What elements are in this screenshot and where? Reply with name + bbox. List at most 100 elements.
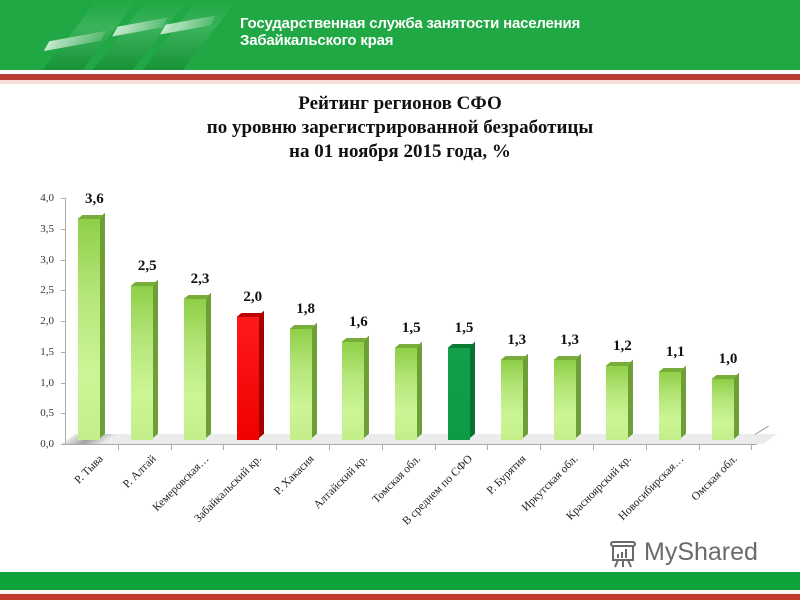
bar-value-label: 1,3 bbox=[507, 332, 527, 349]
bar bbox=[553, 353, 581, 440]
chart-title-line1: Рейтинг регионов СФО bbox=[298, 93, 502, 114]
y-tick-mark bbox=[61, 444, 66, 445]
bar-top bbox=[447, 343, 475, 348]
bar-front bbox=[712, 378, 734, 440]
bar-value-label: 1,0 bbox=[718, 350, 738, 367]
x-tick-mark bbox=[170, 444, 172, 450]
bar-front bbox=[236, 317, 259, 440]
x-category-label: Р. Алтай bbox=[121, 453, 159, 491]
y-tick-label: 0,5 bbox=[40, 407, 54, 420]
bar-value-label: 1,5 bbox=[401, 319, 421, 336]
bar-front bbox=[500, 360, 523, 440]
organization-name-line1: Государственная служба занятости населен… bbox=[240, 15, 581, 32]
x-tick-mark bbox=[117, 444, 119, 450]
watermark-text: MyShared bbox=[644, 538, 758, 566]
bar-front bbox=[184, 298, 206, 440]
bar bbox=[342, 335, 370, 440]
bar-value-label: 1,2 bbox=[613, 338, 632, 355]
bar-top bbox=[183, 294, 211, 299]
header-divider-pink bbox=[0, 80, 800, 84]
header-divider-red bbox=[0, 74, 800, 80]
chart-title: Рейтинг регионов СФО по уровню зарегистр… bbox=[100, 92, 700, 164]
bar bbox=[236, 310, 264, 440]
chart-title-line3: на 01 ноября 2015 года, % bbox=[289, 141, 511, 162]
bar-front bbox=[289, 329, 312, 440]
x-tick-mark bbox=[698, 444, 700, 450]
chart-title-line2: по уровню зарегистрированной безработицы bbox=[206, 117, 594, 138]
y-tick-mark bbox=[61, 382, 66, 384]
bar-value-label: 1,1 bbox=[665, 344, 685, 361]
bar bbox=[658, 366, 687, 440]
bar-value-label: 1,8 bbox=[296, 301, 315, 318]
y-tick-mark bbox=[61, 351, 66, 353]
y-tick-label: 3,5 bbox=[40, 222, 54, 235]
watermark: MyShared bbox=[608, 538, 758, 567]
bar-side bbox=[522, 353, 528, 438]
bar-value-label: 2,3 bbox=[190, 270, 210, 287]
x-tick-mark bbox=[381, 444, 383, 450]
x-category-label: Р. Хакасия bbox=[272, 453, 318, 498]
bar-side bbox=[417, 341, 423, 438]
y-tick-mark bbox=[61, 259, 66, 261]
bar-front bbox=[659, 372, 682, 440]
bar-top bbox=[500, 356, 528, 361]
bar-front bbox=[78, 218, 101, 440]
bar-side bbox=[734, 372, 739, 438]
bar-top bbox=[553, 356, 580, 361]
bar-chart: 0,0 0,5 1,0 1,5 2,0 2,5 3,0 3,5 4,0 3,6 Р. Тыва 2,5… bbox=[0, 185, 800, 555]
x-category-label: Томская обл. bbox=[369, 453, 423, 506]
x-category-label: Алтайский кр. bbox=[311, 453, 370, 512]
x-tick-mark bbox=[751, 444, 753, 450]
x-category-label: Омская обл. bbox=[689, 453, 740, 504]
bar-side bbox=[311, 323, 317, 438]
bar-front bbox=[448, 347, 470, 440]
footer-band-green bbox=[0, 572, 800, 590]
bar bbox=[130, 280, 159, 440]
y-tick-label: 3,0 bbox=[40, 253, 54, 266]
header-banner: Государственная служба занятости населен… bbox=[0, 0, 800, 70]
bar-front bbox=[131, 286, 154, 440]
bar bbox=[78, 212, 106, 440]
bar-front bbox=[553, 360, 576, 440]
bar-top bbox=[236, 313, 264, 317]
bar bbox=[606, 359, 634, 440]
y-tick-label: 1,5 bbox=[40, 345, 54, 358]
bar-top bbox=[711, 374, 739, 379]
bar-front bbox=[606, 366, 629, 440]
organization-name-line2: Забайкальского края bbox=[240, 32, 394, 49]
bar-value-label: 1,5 bbox=[454, 319, 474, 336]
y-tick-mark bbox=[61, 290, 66, 292]
bar bbox=[500, 353, 528, 440]
x-tick-mark bbox=[487, 444, 489, 450]
x-tick-mark bbox=[223, 444, 225, 450]
y-tick-label: 1,0 bbox=[40, 376, 54, 389]
bar-top bbox=[289, 325, 316, 330]
bar-side bbox=[470, 341, 475, 438]
bar-value-label: 1,6 bbox=[349, 313, 368, 330]
x-tick-mark bbox=[540, 444, 542, 450]
bar-side bbox=[364, 335, 370, 438]
bar-top bbox=[78, 214, 105, 219]
y-tick-mark bbox=[61, 228, 66, 230]
y-tick-mark bbox=[61, 413, 66, 415]
x-category-label: Р. Бурятия bbox=[484, 453, 529, 498]
bar-value-label: 3,6 bbox=[85, 190, 104, 207]
x-tick-mark bbox=[593, 444, 594, 450]
bar-side bbox=[206, 292, 211, 438]
y-tick-mark bbox=[61, 321, 66, 322]
x-tick-mark bbox=[434, 444, 436, 450]
footer-band-red bbox=[0, 594, 800, 600]
bar-top bbox=[342, 337, 369, 342]
y-tick-mark bbox=[61, 198, 66, 199]
bar-side bbox=[628, 359, 634, 438]
footer-band-white bbox=[0, 590, 800, 594]
bar-value-label: 2,5 bbox=[137, 258, 157, 275]
x-category-label: Р. Тыва bbox=[72, 453, 106, 487]
organization-name: Государственная служба занятости населен… bbox=[240, 15, 580, 49]
x-tick-mark bbox=[276, 444, 278, 450]
bar bbox=[447, 341, 475, 440]
x-tick-mark bbox=[329, 444, 330, 450]
bar bbox=[289, 323, 317, 440]
bar-side bbox=[681, 366, 687, 438]
bar bbox=[394, 341, 423, 440]
